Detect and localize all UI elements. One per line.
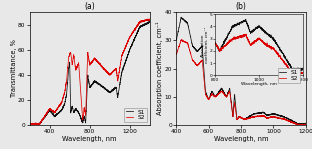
S1 xyxy=(74,108,78,110)
S2 xyxy=(148,19,152,21)
S1 xyxy=(179,16,183,18)
S1 xyxy=(146,22,149,24)
Legend: S1, S2: S1, S2 xyxy=(124,108,147,122)
S2 xyxy=(146,20,149,21)
S1 xyxy=(148,21,152,23)
Y-axis label: Absorption coefficient, cm⁻¹: Absorption coefficient, cm⁻¹ xyxy=(156,22,163,115)
S1 xyxy=(37,124,41,125)
S2 xyxy=(41,117,45,119)
S1 xyxy=(276,114,280,116)
Line: S2: S2 xyxy=(30,19,150,125)
S2 xyxy=(234,111,238,112)
S1 xyxy=(28,123,32,125)
S1 xyxy=(237,116,241,118)
S2 xyxy=(304,124,308,125)
Title: (a): (a) xyxy=(84,2,95,11)
S1 xyxy=(79,118,83,120)
Line: S2: S2 xyxy=(176,40,306,125)
S1 xyxy=(41,118,45,119)
S2 xyxy=(300,124,304,126)
S2 xyxy=(74,68,78,70)
S2 xyxy=(79,95,83,97)
S1 xyxy=(148,20,152,22)
S2 xyxy=(49,108,52,110)
S1 xyxy=(174,39,178,41)
S1 xyxy=(304,123,308,125)
S1 xyxy=(298,123,302,125)
S2 xyxy=(180,39,184,41)
S1 xyxy=(181,18,185,20)
S2 xyxy=(301,124,305,126)
S2 xyxy=(146,18,150,20)
S2 xyxy=(300,124,304,126)
Line: S1: S1 xyxy=(176,17,306,124)
Y-axis label: Transmittance, %: Transmittance, % xyxy=(11,40,17,97)
S2 xyxy=(133,29,136,31)
S2 xyxy=(237,116,241,118)
S1 xyxy=(300,123,304,125)
S2 xyxy=(28,123,32,124)
X-axis label: Wavelength, nm: Wavelength, nm xyxy=(214,136,268,142)
S2 xyxy=(181,40,185,42)
S1 xyxy=(133,38,136,40)
Legend: S1, S2: S1, S2 xyxy=(278,68,300,83)
Line: S1: S1 xyxy=(30,21,150,125)
S2 xyxy=(276,117,280,119)
S1 xyxy=(234,107,238,108)
Title: (b): (b) xyxy=(236,2,246,11)
S1 xyxy=(49,111,52,112)
X-axis label: Wavelength, nm: Wavelength, nm xyxy=(62,136,117,142)
S2 xyxy=(174,53,178,55)
S2 xyxy=(28,124,32,125)
S1 xyxy=(300,123,304,124)
